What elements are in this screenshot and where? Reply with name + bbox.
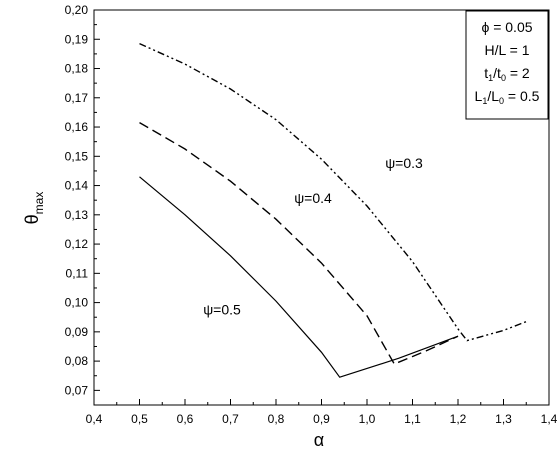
x-tick-label: 1,2	[450, 412, 467, 426]
x-tick-label: 0,4	[86, 412, 103, 426]
x-tick-label: 0,8	[268, 412, 285, 426]
y-tick-label: 0,10	[65, 296, 89, 310]
x-tick-label: 1,4	[541, 412, 558, 426]
series-line-1	[139, 42, 527, 342]
legend-line-1: ϕ = 0.05	[481, 19, 532, 35]
y-axis: 0,07 0,08 0,09 0,10 0,11 0,12 0,13 0,14 0,15 0,16…	[65, 3, 100, 406]
x-tick-label: 0,7	[222, 412, 239, 426]
legend-frame	[465, 10, 549, 120]
y-tick-label: 0,11	[66, 266, 89, 280]
x-tick-label: 1,1	[404, 412, 421, 426]
legend-lines: ϕ = 0.05 H/L = 1 t1/t0 = 2 L1/L0 = 0.5	[475, 19, 540, 106]
x-tick-label: 0,9	[313, 412, 330, 426]
series-label-2: ψ=0.4	[294, 190, 332, 206]
y-axis-label-sub: max	[32, 192, 46, 215]
y-tick-label: 0,18	[65, 62, 89, 76]
series-label-3: ψ=0.5	[203, 301, 241, 317]
legend-line-2: H/L = 1	[484, 42, 529, 58]
y-tick-label: 0,16	[65, 120, 89, 134]
legend-box: ϕ = 0.05 H/L = 1 t1/t0 = 2 L1/L0 = 0.5	[465, 10, 549, 120]
series-label-1: ψ=0.3	[385, 155, 423, 171]
y-tick-label: 0,07	[65, 383, 89, 397]
x-tick-label: 1,3	[495, 412, 512, 426]
y-tick-label: 0,14	[65, 179, 89, 193]
series-layer	[139, 42, 527, 378]
y-tick-label: 0,13	[65, 208, 89, 222]
y-tick-label: 0,12	[65, 237, 89, 251]
y-tick-label: 0,15	[65, 149, 89, 163]
y-axis-label: θmax	[22, 192, 46, 225]
series-line-2	[139, 121, 459, 365]
x-axis: 0,4 0,5 0,6 0,7 0,8 0,9 1,0 1,1 1,2 1,3 1,4	[86, 399, 558, 426]
series-labels: ψ=0.3 ψ=0.4 ψ=0.5	[203, 155, 423, 317]
svg-text:θmax: θmax	[22, 192, 46, 225]
legend-line-3: t1/t0 = 2	[484, 65, 530, 83]
series-line-3	[139, 176, 459, 378]
x-tick-label: 0,5	[131, 412, 148, 426]
y-tick-label: 0,08	[65, 354, 89, 368]
y-axis-label-main: θ	[22, 214, 42, 224]
x-tick-label: 0,6	[177, 412, 194, 426]
x-axis-label: α	[314, 430, 324, 450]
legend-line-4: L1/L0 = 0.5	[475, 88, 540, 106]
y-tick-label: 0,09	[65, 325, 89, 339]
y-tick-label: 0,19	[65, 32, 89, 46]
y-tick-label: 0,20	[65, 3, 89, 17]
x-tick-label: 1,0	[359, 412, 376, 426]
y-tick-label: 0,17	[65, 91, 89, 105]
